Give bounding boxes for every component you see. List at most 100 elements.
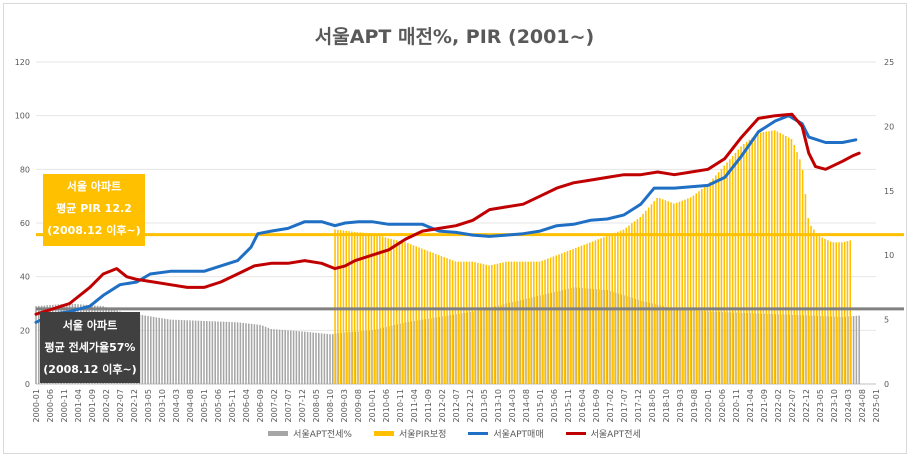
bar-pir — [569, 250, 572, 384]
bar-pir — [395, 240, 398, 384]
bar-jeonse-pct — [292, 330, 295, 384]
bar-pir — [622, 229, 625, 384]
pir-callout-line2: 평균 PIR 12.2 — [56, 202, 132, 215]
bar-pir — [384, 237, 387, 384]
bar-jeonse-pct — [250, 323, 253, 384]
bar-pir — [703, 186, 706, 384]
x-tick-label: 2000-01 — [32, 389, 41, 422]
y-left-tick-label: 120 — [15, 58, 30, 67]
bar-jeonse-pct — [236, 322, 239, 384]
x-tick-label: 2000-06 — [46, 389, 55, 422]
bar-jeonse-pct — [194, 320, 197, 384]
bar-pir — [726, 162, 728, 384]
bar-pir — [748, 139, 751, 384]
bar-pir — [594, 240, 597, 384]
x-tick-label: 2015-06 — [550, 389, 559, 422]
bar-pir — [499, 263, 502, 384]
x-tick-label: 2007-07 — [284, 389, 293, 422]
bar-pir — [715, 175, 717, 384]
bar-pir — [563, 252, 566, 384]
pir-callout-line1: 서울 아파트 — [66, 180, 122, 193]
bar-jeonse-pct — [315, 332, 317, 384]
bar-pir — [801, 169, 804, 384]
x-tick-label: 2022-02 — [774, 389, 783, 422]
bar-pir — [485, 264, 488, 384]
bar-pir — [740, 146, 742, 384]
bar-jeonse-pct — [147, 316, 149, 384]
y-left-tick-label: 20 — [20, 326, 30, 335]
chart-title: 서울APT 매전%, PIR (2001~) — [314, 26, 595, 48]
bar-pir — [339, 230, 342, 384]
jeonse-callout-line3: (2008.12 이후~) — [43, 363, 137, 376]
bar-pir — [846, 241, 849, 384]
bar-pir — [575, 247, 577, 384]
bar-pir — [768, 131, 770, 384]
bar-jeonse-pct — [144, 315, 146, 384]
bar-pir — [544, 259, 546, 384]
bar-pir — [533, 261, 535, 384]
bar-pir — [393, 239, 395, 384]
x-tick-label: 2008-05 — [312, 389, 321, 422]
bar-pir — [650, 204, 653, 384]
bar-pir — [404, 242, 406, 384]
bar-pir — [513, 261, 516, 384]
bar-pir — [603, 237, 605, 384]
y-right-tick-label: 25 — [884, 58, 894, 67]
x-tick-label: 2006-09 — [256, 389, 265, 422]
x-tick-label: 2009-03 — [340, 389, 349, 422]
bar-jeonse-pct — [178, 319, 180, 384]
bar-pir — [813, 229, 815, 384]
bar-pir — [673, 203, 675, 384]
bar-pir — [482, 264, 485, 384]
bar-pir — [580, 245, 583, 384]
bar-pir — [387, 238, 390, 384]
x-tick-label: 2001-09 — [88, 389, 97, 422]
bar-pir — [449, 259, 451, 384]
bar-jeonse-pct — [164, 318, 166, 384]
bar-pir — [832, 242, 835, 384]
bar-pir — [496, 263, 499, 384]
bar-jeonse-pct — [161, 318, 163, 384]
bar-pir — [491, 264, 493, 384]
bar-pir — [535, 261, 538, 384]
bar-jeonse-pct — [287, 330, 289, 384]
bar-pir — [446, 258, 448, 384]
jeonse-callout-line2: 평균 전세가율57% — [44, 341, 136, 354]
bar-pir — [829, 241, 832, 384]
bar-pir — [790, 138, 793, 384]
bar-pir — [577, 246, 580, 384]
bar-pir — [807, 218, 810, 384]
bar-jeonse-pct — [35, 306, 37, 384]
bar-pir — [527, 261, 530, 384]
bar-pir — [681, 200, 684, 384]
legend-swatch-jeonse — [565, 432, 586, 435]
bar-pir — [429, 251, 432, 384]
bar-jeonse-pct — [183, 320, 186, 384]
bar-jeonse-pct — [220, 321, 222, 384]
bar-pir — [659, 198, 661, 384]
bar-jeonse-pct — [175, 319, 177, 384]
bar-pir — [773, 130, 776, 384]
x-tick-label: 2016-04 — [578, 389, 587, 422]
y-right-tick-label: 5 — [884, 316, 889, 325]
x-tick-label: 2011-09 — [424, 389, 433, 422]
bar-pir — [785, 135, 787, 384]
bar-pir — [589, 242, 591, 384]
bar-pir — [827, 240, 829, 384]
bar-pir — [661, 199, 664, 384]
x-tick-label: 2010-01 — [368, 389, 377, 422]
x-tick-label: 2022-07 — [788, 389, 797, 422]
bar-pir — [796, 152, 798, 384]
bar-jeonse-pct — [312, 332, 314, 384]
bar-jeonse-pct — [217, 321, 219, 384]
x-tick-label: 2021-09 — [760, 389, 769, 422]
bar-pir — [541, 260, 544, 384]
bar-pir — [762, 132, 765, 384]
y-right-tick-label: 0 — [884, 380, 889, 389]
bar-pir — [516, 261, 518, 384]
bar-pir — [619, 230, 622, 384]
x-tick-label: 2022-12 — [802, 389, 811, 422]
bar-jeonse-pct — [239, 322, 242, 384]
bar-pir — [572, 248, 574, 384]
bar-pir — [334, 229, 336, 384]
